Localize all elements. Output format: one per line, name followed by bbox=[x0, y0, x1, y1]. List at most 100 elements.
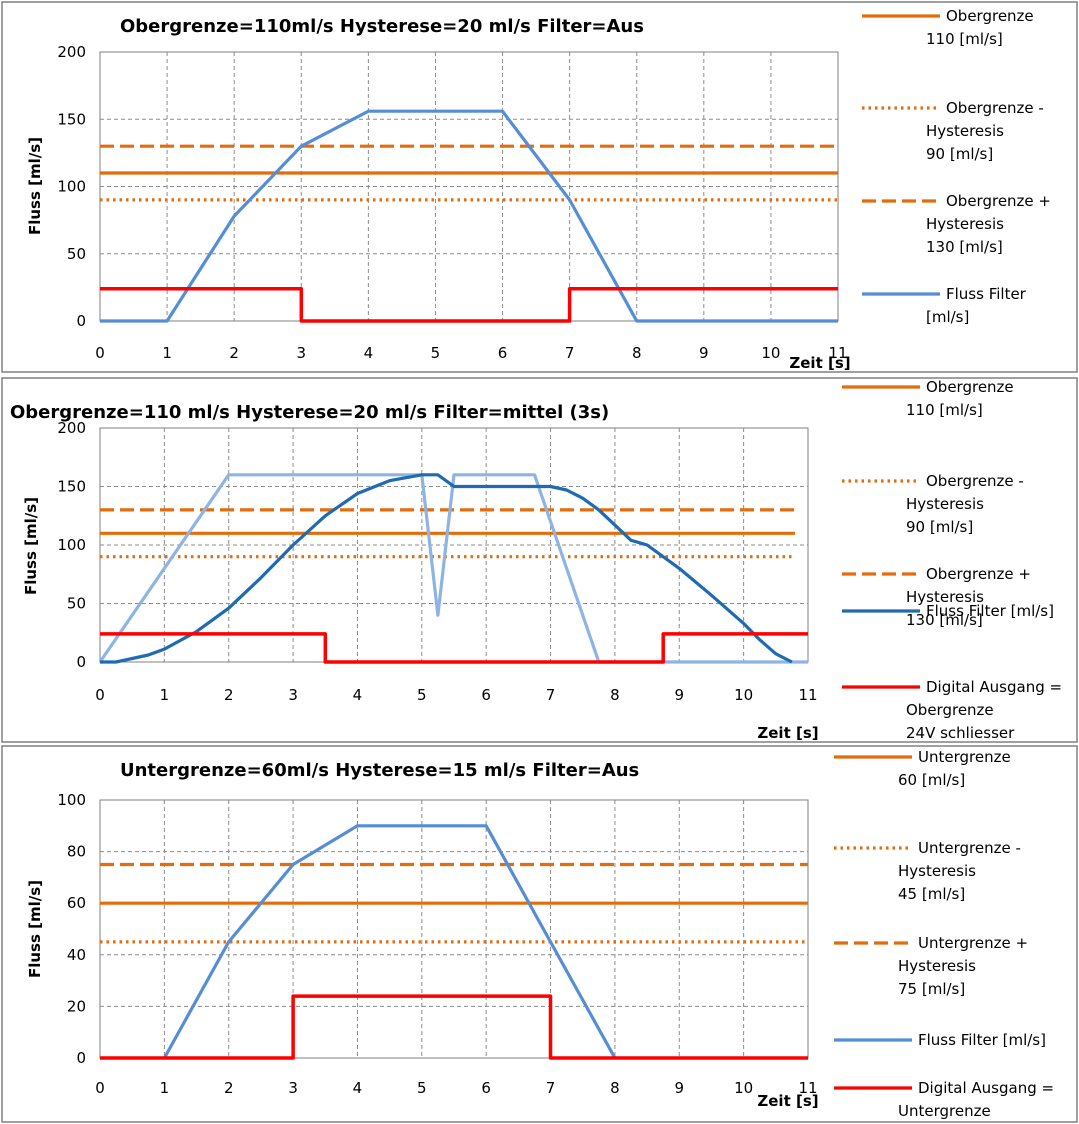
chart-1: 0 1 2 3 4 5 6 7 8 9 10 11 0 50 100 150 200 Obergrenze=110… bbox=[1, 1, 1078, 373]
y-axis-label: Fluss [ml/s] bbox=[22, 497, 40, 595]
x-tick-label: 4 bbox=[364, 344, 374, 362]
y-tick-label: 60 bbox=[67, 894, 86, 912]
plot-area bbox=[99, 51, 839, 322]
series-line bbox=[100, 632, 808, 664]
x-tick-label: 1 bbox=[160, 1079, 170, 1097]
x-tick-label: 7 bbox=[546, 686, 556, 704]
y-tick-label: 150 bbox=[57, 110, 86, 128]
legend-label: Fluss Filter [ml/s] bbox=[926, 602, 1054, 620]
legend-label: Hysteresis bbox=[926, 122, 1004, 140]
x-tick-label: 2 bbox=[229, 344, 239, 362]
legend-label: Untergrenze - bbox=[918, 839, 1021, 857]
x-tick-label: 2 bbox=[224, 686, 234, 704]
legend-label: Fluss Filter [ml/s] bbox=[918, 1031, 1046, 1049]
x-tick-label: 6 bbox=[481, 1079, 491, 1097]
legend-label: Untergrenze bbox=[898, 1102, 991, 1120]
series-line bbox=[98, 473, 808, 664]
plot-area bbox=[99, 799, 809, 1059]
x-tick-label: 9 bbox=[674, 1079, 684, 1097]
legend-label: Digital Ausgang = bbox=[918, 1079, 1054, 1097]
y-tick-label: 200 bbox=[57, 43, 86, 61]
y-tick-label: 40 bbox=[67, 946, 86, 964]
y-tick-label: 0 bbox=[76, 653, 86, 671]
x-tick-label: 10 bbox=[761, 344, 780, 362]
x-tick-label: 7 bbox=[565, 344, 575, 362]
x-tick-label: 9 bbox=[699, 344, 709, 362]
y-tick-label: 0 bbox=[76, 312, 86, 330]
x-tick-label: 11 bbox=[828, 344, 847, 362]
chart-2: 0 1 2 3 4 5 6 7 8 9 10 11 0 50 100 150 200Obergrenze=110… bbox=[1, 377, 1078, 743]
legend-label: 45 [ml/s] bbox=[898, 885, 965, 903]
x-axis-label: Zeit [s] bbox=[757, 1092, 818, 1110]
x-tick-label: 9 bbox=[674, 686, 684, 704]
series-line bbox=[100, 994, 808, 1060]
chart-frame bbox=[1, 1, 1078, 373]
x-tick-label: 11 bbox=[798, 1079, 817, 1097]
chart-frame bbox=[1, 377, 1078, 743]
x-tick-label: 5 bbox=[417, 686, 427, 704]
x-tick-label: 4 bbox=[353, 1079, 363, 1097]
legend-label: [ml/s] bbox=[926, 308, 969, 326]
series-line bbox=[163, 824, 617, 1059]
x-tick-label: 8 bbox=[632, 344, 642, 362]
x-tick-label: 2 bbox=[224, 1079, 234, 1097]
x-tick-label: 10 bbox=[734, 1079, 753, 1097]
y-tick-label: 50 bbox=[67, 245, 86, 263]
legend-label: 60 [ml/s] bbox=[898, 771, 965, 789]
x-tick-label: 8 bbox=[610, 1079, 620, 1097]
x-tick-label: 5 bbox=[431, 344, 441, 362]
legend-label: Obergrenze + bbox=[946, 192, 1051, 210]
x-tick-label: 0 bbox=[95, 1079, 105, 1097]
x-tick-label: 5 bbox=[417, 1079, 427, 1097]
y-axis-label: Fluss [ml/s] bbox=[26, 137, 44, 235]
legend-label: 24V schliesser bbox=[906, 724, 1015, 742]
x-tick-label: 6 bbox=[481, 686, 491, 704]
x-tick-label: 7 bbox=[546, 1079, 556, 1097]
legend-label: 110 [ml/s] bbox=[926, 30, 1003, 48]
legend-label: 75 [ml/s] bbox=[898, 980, 965, 998]
chart-frame bbox=[1, 745, 1078, 1123]
x-tick-label: 0 bbox=[95, 686, 105, 704]
legend-label: Fluss Filter bbox=[946, 285, 1027, 303]
y-tick-label: 0 bbox=[76, 1049, 86, 1067]
y-tick-label: 20 bbox=[67, 997, 86, 1015]
series-line bbox=[100, 286, 838, 323]
legend-label: Hysteresis bbox=[898, 957, 976, 975]
legend-label: Obergrenze - bbox=[926, 472, 1024, 490]
y-axis-label: Fluss [ml/s] bbox=[26, 880, 44, 978]
y-tick-label: 100 bbox=[57, 178, 86, 196]
legend-label: Obergrenze bbox=[946, 7, 1034, 25]
legend-label: 130 [ml/s] bbox=[926, 238, 1003, 256]
x-tick-label: 1 bbox=[160, 686, 170, 704]
legend-label: 130 [ml/s] bbox=[906, 611, 983, 629]
x-tick-label: 11 bbox=[798, 686, 817, 704]
x-tick-label: 3 bbox=[288, 686, 298, 704]
chart-title: Obergrenze=110ml/s Hysterese=20 ml/s Fil… bbox=[120, 16, 644, 37]
legend-label: Hysteresis bbox=[906, 495, 984, 513]
y-tick-label: 100 bbox=[57, 536, 86, 554]
legend-label: Digital Ausgang = bbox=[926, 678, 1062, 696]
x-tick-label: 4 bbox=[353, 686, 363, 704]
y-tick-label: 150 bbox=[57, 478, 86, 496]
legend-label: Hysteresis bbox=[906, 588, 984, 606]
y-tick-label: 80 bbox=[67, 843, 86, 861]
x-tick-label: 0 bbox=[95, 344, 105, 362]
legend-label: 90 [ml/s] bbox=[906, 518, 973, 536]
legend-label: Untergrenze + bbox=[918, 934, 1028, 952]
legend-label: Obergrenze bbox=[926, 378, 1014, 396]
legend-label: Obergrenze - bbox=[946, 99, 1044, 117]
x-tick-label: 6 bbox=[498, 344, 508, 362]
x-tick-label: 3 bbox=[296, 344, 306, 362]
chart-title: Obergrenze=110 ml/s Hysterese=20 ml/s Fi… bbox=[10, 402, 609, 423]
legend-label: Obergrenze + bbox=[926, 565, 1031, 583]
legend-label: Obergrenze bbox=[906, 701, 994, 719]
chart-3: 0 1 2 3 4 5 6 7 8 9 10 11 0 20 40 60 80 100 Untergrenze=60… bbox=[1, 745, 1078, 1123]
chart-title: Untergrenze=60ml/s Hysterese=15 ml/s Fil… bbox=[120, 760, 639, 781]
x-tick-label: 8 bbox=[610, 686, 620, 704]
legend-label: Hysteresis bbox=[898, 862, 976, 880]
legend-label: 90 [ml/s] bbox=[926, 145, 993, 163]
legend-label: Hysteresis bbox=[926, 215, 1004, 233]
y-tick-label: 50 bbox=[67, 595, 86, 613]
y-tick-label: 100 bbox=[57, 791, 86, 809]
x-tick-label: 10 bbox=[734, 686, 753, 704]
